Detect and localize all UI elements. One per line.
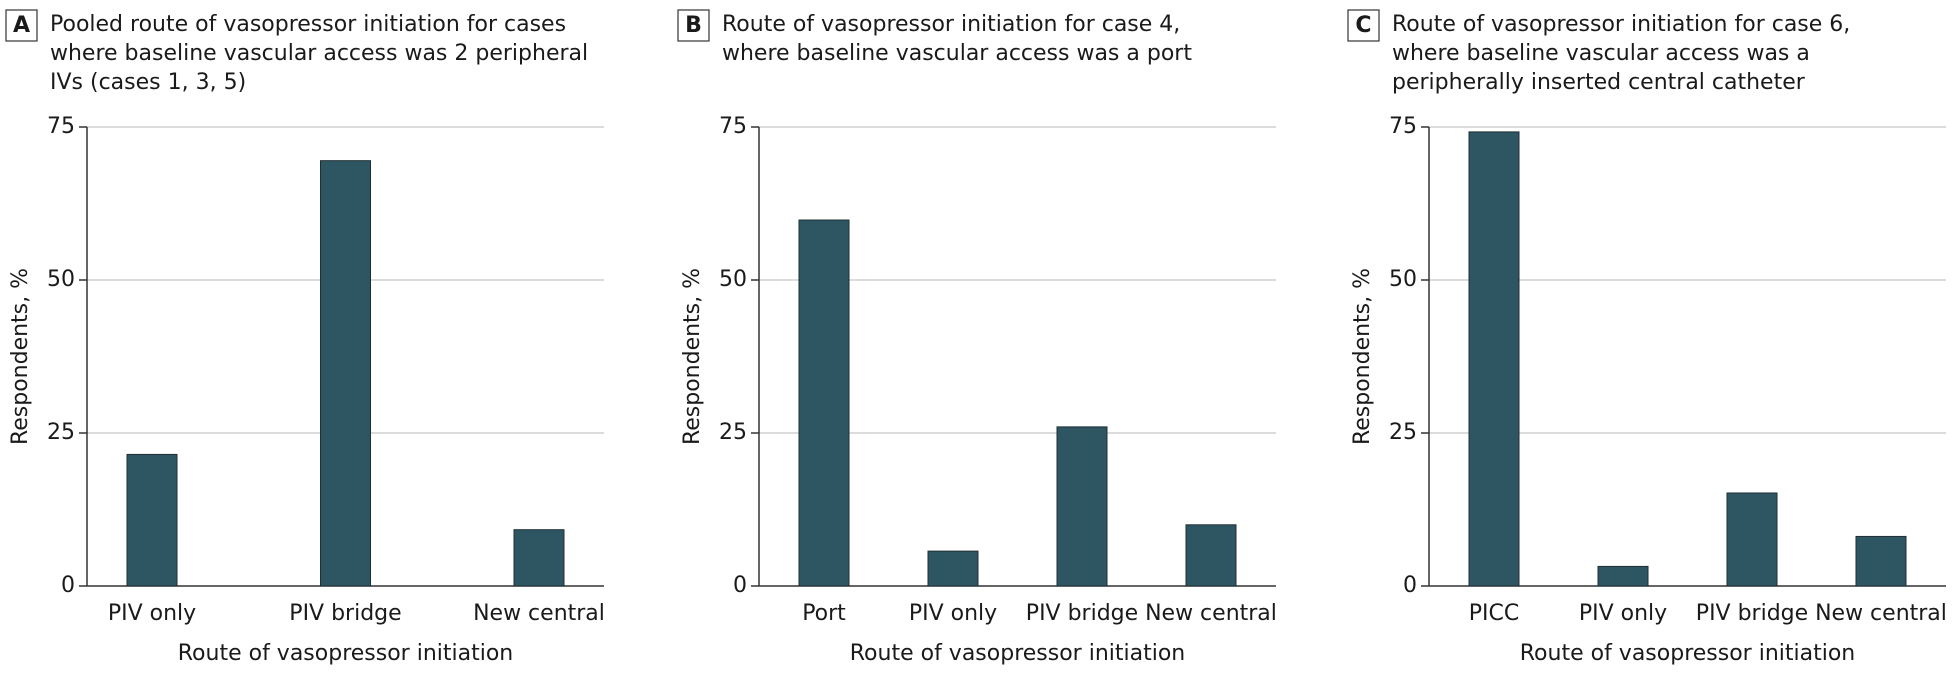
panel-label-box bbox=[5, 9, 38, 42]
panel-label: B bbox=[685, 13, 702, 38]
x-tick-label: PIV only bbox=[108, 601, 196, 626]
x-tick-label: New central bbox=[473, 601, 605, 626]
x-tick-label: New central bbox=[1145, 601, 1277, 626]
x-tick-label: PIV bridge bbox=[289, 601, 401, 626]
y-axis-title: Respondents, % bbox=[680, 268, 705, 445]
bar bbox=[320, 160, 371, 587]
x-axis-title: Route of vasopressor initiation bbox=[178, 641, 514, 666]
y-tick-label: 50 bbox=[47, 267, 75, 292]
y-tick-label: 75 bbox=[47, 114, 75, 139]
chart-title: peripherally inserted central catheter bbox=[1392, 70, 1806, 95]
y-tick-label: 25 bbox=[1389, 420, 1417, 445]
x-tick-label: PIV bridge bbox=[1026, 601, 1138, 626]
chart-title: where baseline vascular access was a por… bbox=[722, 41, 1192, 66]
y-tick-label: 75 bbox=[719, 114, 747, 139]
chart-title: Route of vasopressor initiation for case… bbox=[722, 12, 1180, 37]
chart-title: Route of vasopressor initiation for case… bbox=[1392, 12, 1850, 37]
bar bbox=[798, 219, 850, 587]
y-tick-label: 50 bbox=[1389, 267, 1417, 292]
bar bbox=[1056, 426, 1108, 587]
y-tick-label: 0 bbox=[1403, 573, 1417, 598]
bar bbox=[1855, 535, 1907, 587]
chart-title: IVs (cases 1, 3, 5) bbox=[50, 70, 246, 95]
bar bbox=[927, 550, 979, 587]
x-axis-title: Route of vasopressor initiation bbox=[1520, 641, 1856, 666]
bar bbox=[1726, 492, 1778, 587]
x-tick-label: PIV bridge bbox=[1696, 601, 1808, 626]
panel-label-box bbox=[677, 9, 710, 42]
x-tick-label: New central bbox=[1815, 601, 1947, 626]
y-tick-label: 75 bbox=[1389, 114, 1417, 139]
y-axis-title: Respondents, % bbox=[8, 268, 33, 445]
bar bbox=[1185, 524, 1237, 587]
y-tick-label: 50 bbox=[719, 267, 747, 292]
bar bbox=[1468, 131, 1520, 587]
y-tick-label: 25 bbox=[47, 420, 75, 445]
chart-title: Pooled route of vasopressor initiation f… bbox=[50, 12, 566, 37]
bar bbox=[126, 453, 178, 587]
panel-label: A bbox=[13, 13, 30, 38]
bar bbox=[1597, 565, 1649, 587]
panel-label-box bbox=[1347, 9, 1380, 42]
x-tick-label: PICC bbox=[1469, 601, 1519, 626]
x-tick-label: PIV only bbox=[909, 601, 997, 626]
y-axis-title: Respondents, % bbox=[1350, 268, 1375, 445]
y-tick-label: 0 bbox=[61, 573, 75, 598]
bar bbox=[513, 529, 565, 587]
chart-title: where baseline vascular access was a bbox=[1392, 41, 1810, 66]
panel-label: C bbox=[1355, 13, 1371, 38]
x-tick-label: PIV only bbox=[1579, 601, 1667, 626]
y-tick-label: 25 bbox=[719, 420, 747, 445]
chart-title: where baseline vascular access was 2 per… bbox=[50, 41, 588, 66]
x-axis-title: Route of vasopressor initiation bbox=[850, 641, 1186, 666]
x-tick-label: Port bbox=[802, 601, 846, 626]
y-tick-label: 0 bbox=[733, 573, 747, 598]
